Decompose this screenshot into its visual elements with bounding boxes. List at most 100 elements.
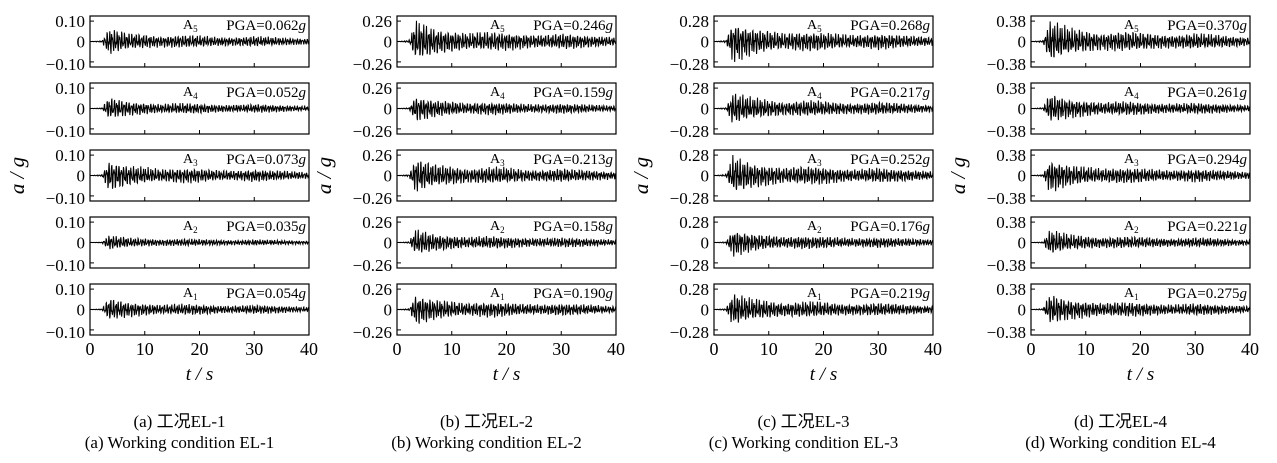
pga-label: PGA=0.035g: [226, 219, 306, 235]
y-tick-label: −0.28: [670, 256, 709, 275]
y-tick-label: 0: [77, 167, 86, 186]
acceleration-trace: [90, 235, 310, 250]
acceleration-trace: [89, 299, 310, 319]
x-axis-label: t / s: [186, 364, 213, 385]
pga-label: PGA=0.221g: [1167, 219, 1247, 235]
y-tick-label: 0.10: [55, 213, 85, 232]
y-tick-label: −0.10: [46, 122, 85, 141]
pga-label: PGA=0.268g: [850, 18, 930, 34]
series-label: A1: [490, 286, 505, 302]
acceleration-trace: [396, 229, 617, 253]
y-tick-label: 0: [384, 167, 393, 186]
series-label: A2: [183, 219, 198, 235]
y-axis-label: a / g: [629, 157, 653, 194]
x-tick-label: 10: [760, 339, 778, 359]
y-tick-label: −0.26: [353, 122, 392, 141]
y-tick-label: −0.38: [987, 256, 1026, 275]
pga-label: PGA=0.294g: [1167, 152, 1247, 168]
y-tick-label: −0.28: [670, 189, 709, 208]
y-tick-label: 0: [1018, 167, 1027, 186]
acceleration-trace: [397, 98, 617, 121]
series-label: A5: [1124, 18, 1139, 34]
x-tick-label: 30: [1186, 339, 1204, 359]
subplot-a5: 0.38 0 −0.38 A5 PGA=0.370g: [987, 12, 1251, 74]
series-label: A4: [807, 85, 822, 101]
y-tick-label: −0.38: [987, 122, 1026, 141]
pga-label: PGA=0.052g: [226, 85, 306, 101]
acceleration-trace: [1030, 21, 1251, 58]
pga-label: PGA=0.073g: [226, 152, 306, 168]
x-tick-label: 10: [1077, 339, 1095, 359]
y-tick-label: 0: [384, 33, 393, 52]
y-tick-label: 0.28: [679, 146, 709, 165]
subplot-a4: 0.28 0 −0.28 A4 PGA=0.217g: [670, 79, 934, 141]
y-tick-label: 0.10: [55, 146, 85, 165]
y-tick-label: −0.28: [670, 122, 709, 141]
acceleration-trace: [90, 98, 310, 117]
x-axis-label: t / s: [810, 364, 837, 385]
pga-label: PGA=0.275g: [1167, 286, 1247, 302]
acceleration-trace: [1030, 230, 1251, 253]
series-label: A4: [1124, 85, 1139, 101]
y-tick-label: 0: [384, 234, 393, 253]
y-tick-label: −0.26: [353, 55, 392, 74]
y-tick-label: −0.10: [46, 256, 85, 275]
x-tick-label: 40: [924, 339, 942, 359]
y-tick-label: 0: [77, 234, 86, 253]
subplot-a2: 0.10 0 −0.10 A2 PGA=0.035g: [46, 213, 310, 275]
x-tick-label: 30: [552, 339, 570, 359]
y-tick-label: 0: [77, 33, 86, 52]
y-tick-label: −0.26: [353, 189, 392, 208]
series-label: A1: [1124, 286, 1139, 302]
y-tick-label: 0.26: [362, 79, 392, 98]
subplot-a1: 0.38 0 −0.38 A1 PGA=0.275g: [987, 280, 1251, 342]
subplot-a2: 0.38 0 −0.38 A2 PGA=0.221g: [987, 213, 1251, 275]
y-tick-label: −0.10: [46, 55, 85, 74]
pga-label: PGA=0.252g: [850, 152, 930, 168]
acceleration-trace: [396, 161, 617, 192]
y-tick-label: 0.28: [679, 12, 709, 31]
y-tick-label: 0: [701, 100, 710, 119]
y-tick-label: 0: [1018, 234, 1027, 253]
y-tick-label: 0.38: [996, 146, 1026, 165]
y-tick-label: −0.10: [46, 189, 85, 208]
y-tick-label: 0: [1018, 33, 1027, 52]
y-tick-label: 0.26: [362, 213, 392, 232]
y-tick-label: −0.10: [46, 323, 85, 342]
subplot-a3: 0.10 0 −0.10 A3 PGA=0.073g: [46, 146, 310, 208]
x-tick-label: 20: [1132, 339, 1150, 359]
pga-label: PGA=0.213g: [533, 152, 613, 168]
y-tick-label: 0: [701, 301, 710, 320]
pga-label: PGA=0.158g: [533, 219, 613, 235]
caption-chinese: (a) 工况EL-1: [133, 412, 226, 431]
subplot-a3: 0.28 0 −0.28 A3 PGA=0.252g: [670, 146, 934, 208]
acceleration-trace: [1030, 95, 1251, 121]
y-tick-label: 0: [77, 100, 86, 119]
series-label: A2: [807, 219, 822, 235]
subplot-a3: 0.26 0 −0.26 A3 PGA=0.213g: [353, 146, 617, 208]
y-axis-label: a / g: [946, 157, 970, 194]
y-tick-label: 0.28: [679, 213, 709, 232]
series-label: A5: [807, 18, 822, 34]
y-tick-label: 0: [1018, 301, 1027, 320]
y-tick-label: 0.38: [996, 79, 1026, 98]
y-tick-label: 0: [701, 167, 710, 186]
y-tick-label: 0: [701, 234, 710, 253]
subplot-a5: 0.28 0 −0.28 A5 PGA=0.268g: [670, 12, 934, 74]
y-tick-label: 0.10: [55, 12, 85, 31]
caption-chinese: (b) 工况EL-2: [439, 412, 533, 431]
subplot-a4: 0.26 0 −0.26 A4 PGA=0.159g: [353, 79, 617, 141]
pga-label: PGA=0.190g: [533, 286, 613, 302]
caption-english: (a) Working condition EL-1: [84, 433, 275, 452]
subplot-a2: 0.26 0 −0.26 A2 PGA=0.158g: [353, 213, 617, 275]
subplot-a3: 0.38 0 −0.38 A3 PGA=0.294g: [987, 146, 1251, 208]
y-tick-label: 0.26: [362, 280, 392, 299]
acceleration-trace: [1030, 161, 1251, 192]
y-tick-label: 0.28: [679, 280, 709, 299]
y-tick-label: 0.38: [996, 12, 1026, 31]
y-tick-label: 0: [77, 301, 86, 320]
